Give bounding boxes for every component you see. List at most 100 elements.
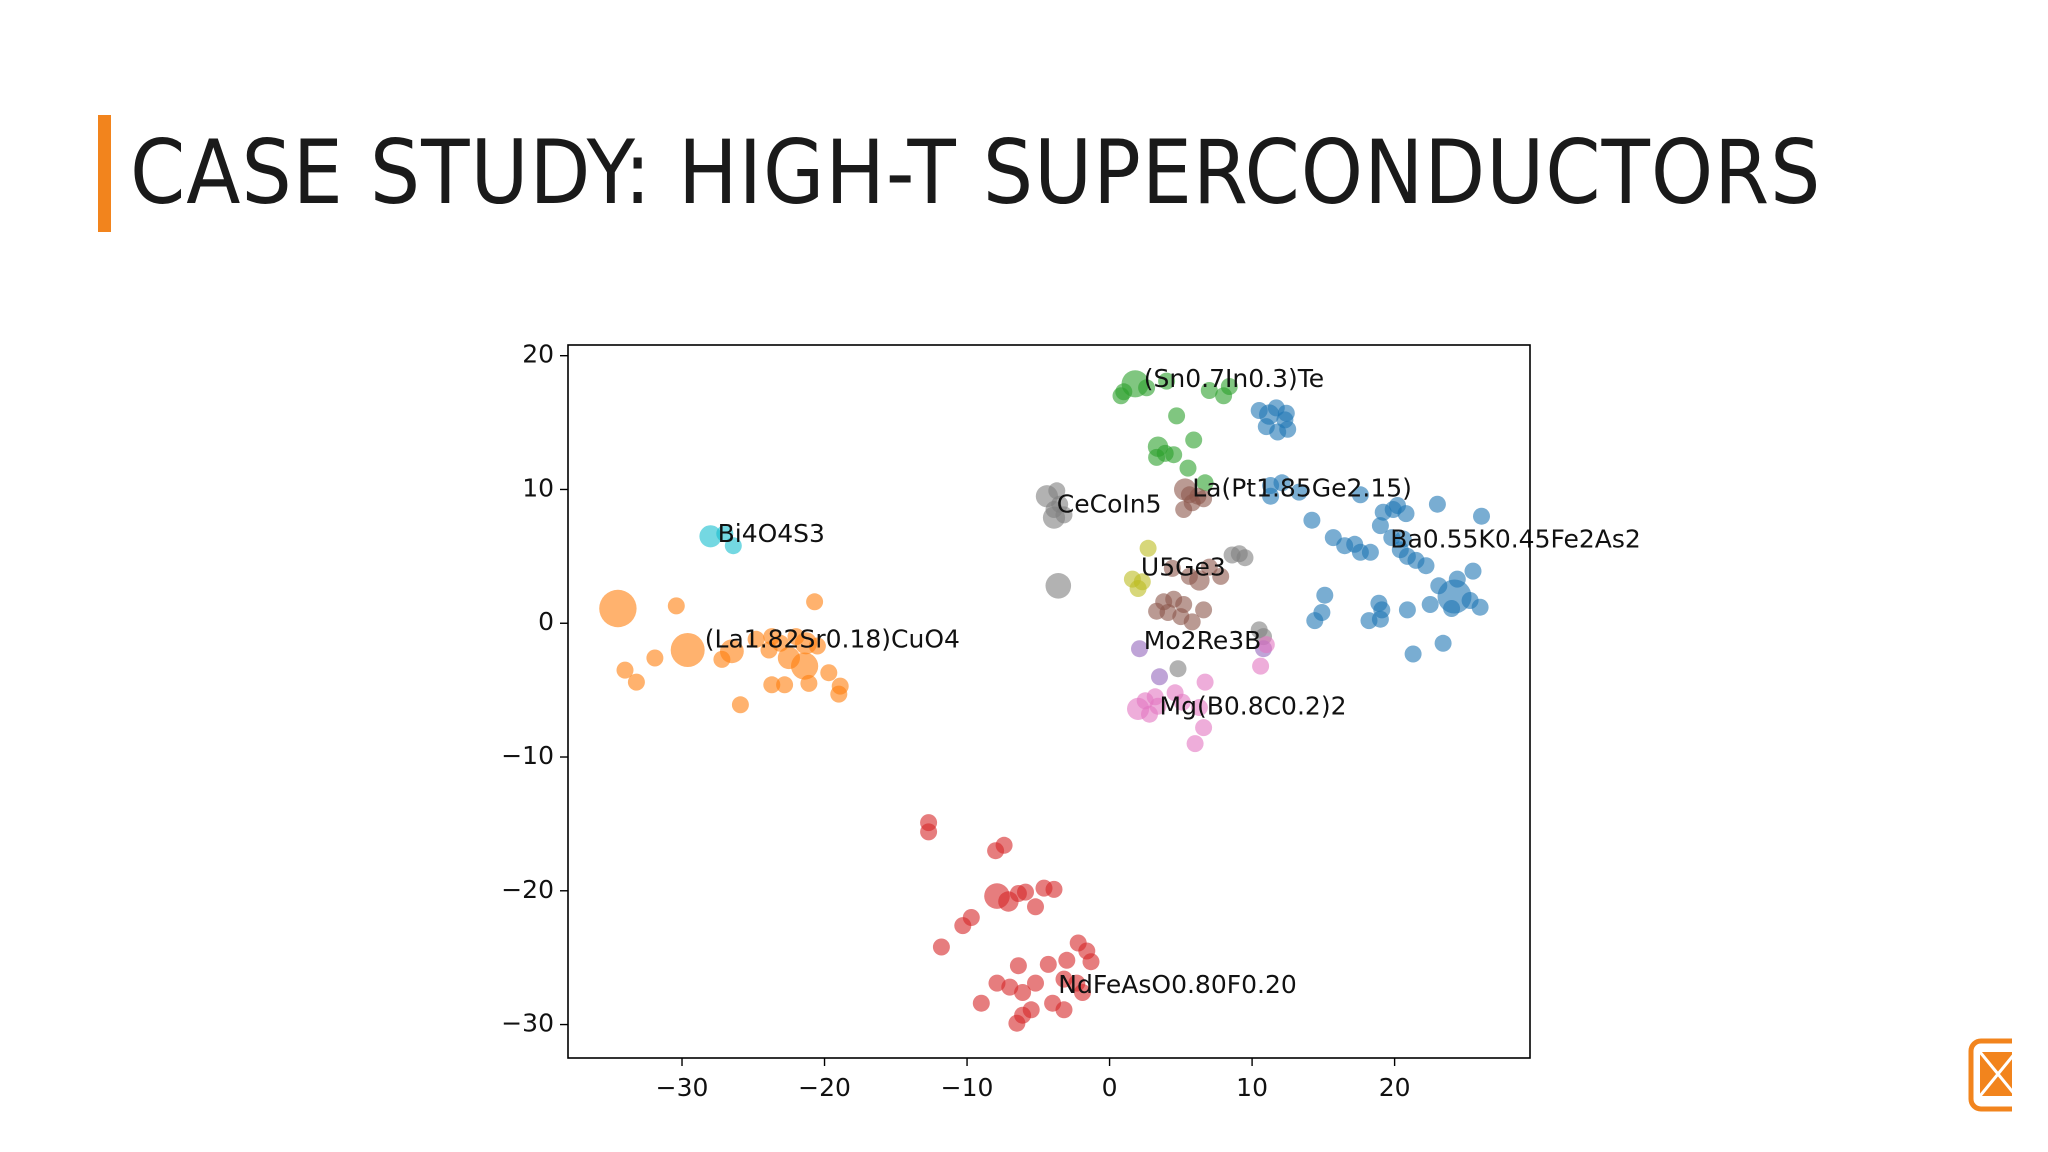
scatter-point — [1195, 719, 1213, 737]
point-annotation: Mg(B0.8C0.2)2 — [1160, 692, 1347, 721]
scatter-point — [1175, 501, 1193, 518]
x-tick-label: 0 — [1102, 1073, 1118, 1102]
scatter-point — [1269, 423, 1287, 441]
scatter-point — [1430, 577, 1448, 595]
scatter-point — [1471, 598, 1489, 616]
scatter-point — [1186, 735, 1204, 753]
scatter-point — [670, 633, 705, 667]
scatter-point — [1250, 402, 1268, 419]
scatter-point — [716, 525, 734, 543]
scatter-point — [731, 696, 749, 714]
title-accent-bar — [98, 115, 111, 232]
scatter-point — [627, 673, 645, 691]
scatter-point — [920, 823, 938, 841]
scatter-point — [1195, 601, 1213, 619]
scatter-point — [1196, 474, 1214, 492]
scatter-point — [962, 909, 980, 926]
scatter-point — [1158, 372, 1176, 390]
scatter-point — [1351, 543, 1369, 561]
scatter-point — [1404, 645, 1422, 663]
scatter-point — [616, 661, 634, 679]
scatter-point — [1163, 559, 1181, 577]
scatter-point — [1027, 974, 1044, 992]
point-annotation: (Sn0.7In0.3)Te — [1144, 364, 1324, 393]
scatter-point — [599, 589, 637, 628]
y-tick-label: 20 — [522, 340, 554, 369]
point-annotation: Mo2Re3B — [1144, 626, 1261, 655]
scatter-point — [763, 676, 781, 694]
scatter-point — [1397, 505, 1415, 523]
point-annotation: La(Pt1.85Ge2.15) — [1192, 474, 1412, 503]
scatter-point — [1303, 511, 1321, 529]
scatter-point — [1131, 640, 1148, 658]
scatter-point — [1273, 474, 1291, 492]
point-annotation: CeCoIn5 — [1057, 490, 1162, 519]
scatter-point — [1236, 549, 1254, 567]
scatter-point — [988, 974, 1006, 992]
brand-logo — [1968, 1038, 2012, 1112]
scatter-point — [1185, 431, 1203, 449]
point-annotation: U5Ge3 — [1141, 552, 1226, 581]
scatter-point — [800, 674, 818, 692]
scatter-point — [1055, 1001, 1073, 1019]
scatter-point — [1371, 517, 1389, 535]
scatter-point — [1173, 693, 1191, 711]
scatter-point — [1058, 951, 1076, 969]
scatter-point — [1168, 407, 1186, 425]
scatter-point — [1017, 883, 1034, 901]
scatter-point — [1464, 562, 1482, 580]
scatter-point — [1290, 483, 1308, 501]
scatter-point — [1398, 601, 1416, 619]
scatter-point — [776, 676, 794, 694]
chart-points-layer — [599, 370, 1490, 1032]
scatter-point — [1055, 506, 1073, 524]
scatter-point — [1448, 570, 1466, 588]
orange-rounded-square-logo-icon — [1968, 1038, 2012, 1112]
scatter-point — [1138, 379, 1156, 397]
scatter-point — [1196, 673, 1214, 691]
scatter-point — [1306, 612, 1324, 630]
scatter-point — [1200, 382, 1218, 399]
y-tick-label: −20 — [501, 875, 554, 904]
scatter-point — [995, 836, 1013, 854]
scatter-point — [830, 685, 848, 703]
scatter-point — [1316, 586, 1334, 604]
scatter-point — [1421, 596, 1439, 613]
scatter-point — [1148, 448, 1166, 466]
scatter-point — [1417, 557, 1435, 575]
scatter-point — [646, 649, 664, 667]
y-tick-label: 10 — [522, 473, 554, 502]
x-tick-label: −30 — [656, 1073, 709, 1102]
scatter-point — [1151, 668, 1168, 686]
scatter-point — [1277, 404, 1295, 422]
point-annotation: NdFeAsO0.80F0.20 — [1058, 970, 1296, 999]
scatter-point — [760, 641, 778, 659]
scatter-point — [667, 597, 685, 615]
scatter-point — [1008, 1014, 1026, 1032]
scatter-point — [1200, 558, 1218, 576]
scatter-point — [1139, 539, 1157, 557]
scatter-point — [1212, 567, 1230, 585]
scatter-point — [1360, 612, 1378, 630]
x-tick-label: 10 — [1236, 1073, 1268, 1102]
scatter-point — [1394, 530, 1412, 548]
scatter-point — [713, 650, 731, 668]
scatter-point — [1045, 880, 1063, 898]
scatter-point — [1136, 692, 1154, 710]
x-tick-label: −20 — [798, 1073, 851, 1102]
scatter-point — [972, 994, 990, 1012]
scatter-point — [1055, 970, 1073, 988]
scatter-point — [1443, 600, 1461, 617]
scatter-point — [724, 537, 742, 555]
scatter-point — [747, 630, 765, 648]
scatter-point — [1428, 495, 1446, 513]
scatter-point — [1045, 573, 1072, 599]
scatter-point — [1434, 634, 1452, 652]
scatter-point — [1129, 580, 1147, 597]
scatter-point — [1257, 636, 1275, 654]
scatter-point — [932, 938, 950, 956]
point-annotation: Ba0.55K0.45Fe2As2 — [1390, 524, 1641, 553]
scatter-point — [1189, 570, 1210, 591]
plot-frame — [567, 344, 1531, 1059]
